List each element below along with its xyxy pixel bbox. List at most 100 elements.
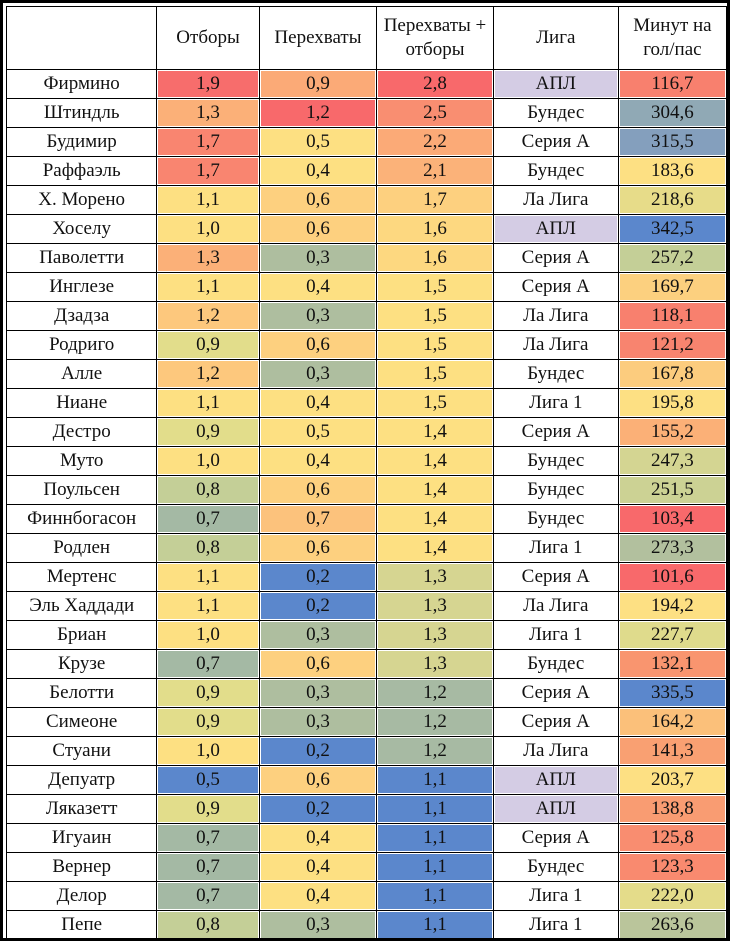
minutes-cell: 315,5 xyxy=(617,127,728,157)
interceptions-cell: 0,4 xyxy=(258,156,378,186)
minutes-cell: 101,6 xyxy=(617,562,728,592)
league-cell: Бундес xyxy=(492,852,619,882)
player-name-cell: Раффаэль xyxy=(5,156,158,186)
tackles-cell-value: 1,7 xyxy=(158,129,258,155)
minutes-cell: 123,3 xyxy=(617,852,728,882)
tackles-cell-value: 1,2 xyxy=(158,303,258,329)
tackles-cell-value: 1,9 xyxy=(158,71,258,97)
league-cell: Бундес xyxy=(492,649,619,679)
player-name-cell: Пепе xyxy=(5,910,158,940)
interceptions-cell: 0,3 xyxy=(258,243,378,273)
league-cell-value: Бундес xyxy=(494,506,617,532)
minutes-cell: 335,5 xyxy=(617,678,728,708)
minutes-cell: 103,4 xyxy=(617,504,728,534)
player-name-cell-value: Ниане xyxy=(56,392,108,413)
league-cell: Ла Лига xyxy=(492,185,619,215)
combined-cell-value: 2,5 xyxy=(378,100,492,126)
interceptions-cell: 0,9 xyxy=(258,69,378,99)
tackles-cell: 1,1 xyxy=(156,562,260,592)
league-cell: АПЛ xyxy=(492,69,619,99)
league-cell: Бундес xyxy=(492,504,619,534)
player-name-cell: Ниане xyxy=(5,388,158,418)
tackles-cell-value: 0,8 xyxy=(158,535,258,561)
player-name-cell-value: Родлен xyxy=(53,537,111,558)
player-name-cell-value: Дестро xyxy=(52,421,111,442)
tackles-cell: 0,9 xyxy=(156,707,260,737)
tackles-cell: 1,0 xyxy=(156,736,260,766)
minutes-cell-value: 155,2 xyxy=(619,419,725,445)
interceptions-cell-value: 0,6 xyxy=(260,216,376,242)
tackles-cell: 1,1 xyxy=(156,185,260,215)
minutes-cell-value: 194,2 xyxy=(619,593,725,619)
league-cell-value: АПЛ xyxy=(494,71,617,97)
tackles-cell: 0,7 xyxy=(156,852,260,882)
interceptions-cell: 1,2 xyxy=(258,98,378,128)
league-cell: Ла Лига xyxy=(492,736,619,766)
interceptions-cell-value: 0,3 xyxy=(260,622,376,648)
table-row: Делор 0,7 0,4 1,1 Лига 1 222,0 xyxy=(5,881,728,911)
combined-cell: 1,3 xyxy=(376,591,494,621)
combined-cell: 1,6 xyxy=(376,243,494,273)
minutes-cell-value: 335,5 xyxy=(619,680,725,706)
tackles-cell: 1,1 xyxy=(156,591,260,621)
tackles-cell: 0,7 xyxy=(156,823,260,853)
league-cell-value: Серия А xyxy=(494,564,617,590)
combined-cell: 1,5 xyxy=(376,359,494,389)
interceptions-cell-value: 0,3 xyxy=(260,361,376,387)
minutes-cell-value: 247,3 xyxy=(619,448,725,474)
league-cell-value: АПЛ xyxy=(494,767,617,793)
league-cell-value: Серия А xyxy=(494,825,617,851)
combined-cell: 1,7 xyxy=(376,185,494,215)
interceptions-cell: 0,2 xyxy=(258,794,378,824)
tackles-cell-value: 1,1 xyxy=(158,564,258,590)
combined-cell-value: 1,4 xyxy=(378,535,492,561)
interceptions-cell: 0,6 xyxy=(258,185,378,215)
league-cell: Бундес xyxy=(492,359,619,389)
combined-cell-value: 2,8 xyxy=(378,71,492,97)
minutes-cell: 121,2 xyxy=(617,330,728,360)
table-row: Хоселу 1,0 0,6 1,6 АПЛ 342,5 xyxy=(5,214,728,244)
interceptions-cell-value: 0,3 xyxy=(260,709,376,735)
league-cell: Ла Лига xyxy=(492,591,619,621)
player-name-cell: Родлен xyxy=(5,533,158,563)
league-cell-value: Лига 1 xyxy=(494,912,617,938)
player-name-cell: Финнбогасон xyxy=(5,504,158,534)
player-name-cell-value: Белотти xyxy=(49,682,115,703)
league-cell-value: Ла Лига xyxy=(494,303,617,329)
tackles-cell: 0,8 xyxy=(156,475,260,505)
combined-cell-value: 1,1 xyxy=(378,825,492,851)
minutes-cell-value: 251,5 xyxy=(619,477,725,503)
player-name-cell: Бриан xyxy=(5,620,158,650)
minutes-cell: 138,8 xyxy=(617,794,728,824)
combined-cell: 1,2 xyxy=(376,736,494,766)
player-name-cell-value: Паволетти xyxy=(39,247,125,268)
player-name-cell-value: Депуатр xyxy=(48,769,116,790)
tackles-cell: 0,8 xyxy=(156,910,260,940)
tackles-cell: 0,9 xyxy=(156,678,260,708)
tackles-cell: 1,9 xyxy=(156,69,260,99)
combined-cell-value: 1,1 xyxy=(378,767,492,793)
player-name-cell: Депуатр xyxy=(5,765,158,795)
interceptions-cell: 0,4 xyxy=(258,823,378,853)
league-cell: АПЛ xyxy=(492,214,619,244)
combined-cell: 1,1 xyxy=(376,852,494,882)
combined-cell: 2,5 xyxy=(376,98,494,128)
combined-cell: 1,5 xyxy=(376,272,494,302)
league-cell-value: Серия А xyxy=(494,129,617,155)
tackles-cell: 1,0 xyxy=(156,446,260,476)
player-name-cell: Вернер xyxy=(5,852,158,882)
combined-cell-value: 1,1 xyxy=(378,883,492,909)
interceptions-cell: 0,3 xyxy=(258,910,378,940)
player-name-cell: Будимир xyxy=(5,127,158,157)
interceptions-cell: 0,6 xyxy=(258,330,378,360)
combined-cell-value: 1,3 xyxy=(378,593,492,619)
tackles-cell: 0,9 xyxy=(156,794,260,824)
tackles-cell: 0,9 xyxy=(156,330,260,360)
league-cell-value: Бундес xyxy=(494,651,617,677)
player-name-cell-value: Мертенс xyxy=(46,566,117,587)
combined-cell-value: 1,4 xyxy=(378,419,492,445)
league-cell-value: Лига 1 xyxy=(494,390,617,416)
table-row: Поульсен 0,8 0,6 1,4 Бундес 251,5 xyxy=(5,475,728,505)
minutes-cell: 169,7 xyxy=(617,272,728,302)
combined-cell-value: 1,7 xyxy=(378,187,492,213)
